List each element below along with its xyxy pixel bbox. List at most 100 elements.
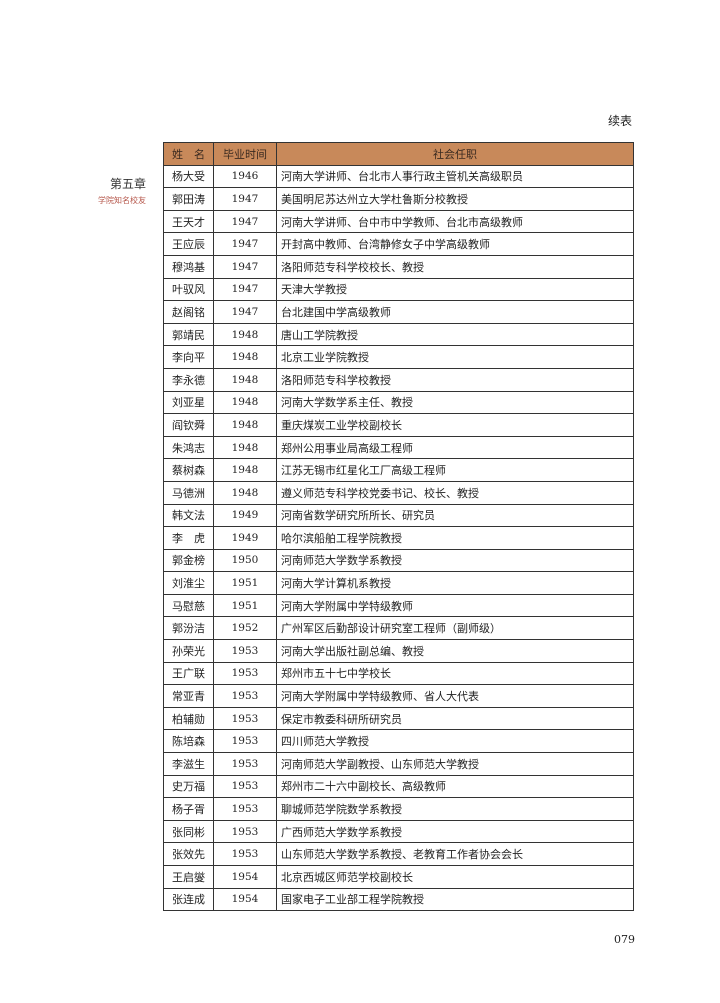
cell-position: 河南大学出版社副总编、教授	[276, 639, 634, 663]
cell-year: 1953	[213, 706, 277, 731]
table-row: 郭田涛 1947 美国明尼苏达州立大学杜鲁斯分校教授	[163, 187, 634, 211]
cell-year: 1949	[213, 503, 277, 528]
cell-year: 1947	[213, 209, 277, 234]
cell-name: 张同彬	[163, 819, 214, 844]
cell-name: 郭靖民	[163, 322, 214, 347]
cell-position: 国家电子工业部工程学院教授	[276, 887, 634, 912]
cell-name: 王应辰	[163, 232, 214, 256]
cell-year: 1953	[213, 661, 277, 686]
cell-year: 1951	[213, 571, 277, 595]
table-row: 阎钦舜 1948 重庆煤炭工业学校副校长	[163, 413, 634, 437]
table-row: 常亚青 1953 河南大学附属中学特级教师、省人大代表	[163, 684, 634, 708]
table-row: 郭金榜 1950 河南师范大学数学系教授	[163, 548, 634, 573]
cell-year: 1948	[213, 345, 277, 369]
table-row: 张同彬 1953 广西师范大学数学系教授	[163, 819, 634, 844]
table-row: 李 虎 1949 哈尔滨船舶工程学院教授	[163, 526, 634, 550]
table-row: 郭靖民 1948 唐山工学院教授	[163, 322, 634, 347]
cell-name: 穆鸿基	[163, 254, 214, 279]
table-row: 刘淮尘 1951 河南大学计算机系教授	[163, 571, 634, 595]
table-row: 杨大受 1946 河南大学讲师、台北市人事行政主管机关高级职员	[163, 164, 634, 189]
table-row: 马德洲 1948 遵义师范专科学校党委书记、校长、教授	[163, 480, 634, 505]
table-row: 蔡树森 1948 江苏无锡市红星化工厂高级工程师	[163, 458, 634, 482]
header-name: 姓 名	[163, 142, 214, 166]
page-number: 079	[614, 933, 635, 946]
table-header-row: 姓 名 毕业时间 社会任职	[163, 142, 634, 166]
cell-position: 北京西城区师范学校副校长	[276, 865, 634, 889]
table-row: 王天才 1947 河南大学讲师、台中市中学教师、台北市高级教师	[163, 209, 634, 234]
table-row: 郭汾洁 1952 广州军区后勤部设计研究室工程师（副师级）	[163, 616, 634, 641]
header-position: 社会任职	[276, 142, 634, 166]
cell-name: 郭汾洁	[163, 616, 214, 641]
cell-year: 1953	[213, 842, 277, 866]
cell-name: 李向平	[163, 345, 214, 369]
cell-year: 1947	[213, 187, 277, 211]
cell-position: 洛阳师范专科学校教授	[276, 367, 634, 392]
table-row: 陈培森 1953 四川师范大学教授	[163, 729, 634, 754]
cell-position: 北京工业学院教授	[276, 345, 634, 369]
cell-name: 蔡树森	[163, 458, 214, 482]
cell-position: 哈尔滨船舶工程学院教授	[276, 526, 634, 550]
section-label: 学院知名校友	[98, 196, 146, 205]
cell-name: 杨大受	[163, 164, 214, 189]
cell-position: 洛阳师范专科学校校长、教授	[276, 254, 634, 279]
cell-year: 1953	[213, 639, 277, 663]
cell-position: 河南大学数学系主任、教授	[276, 390, 634, 415]
cell-position: 美国明尼苏达州立大学杜鲁斯分校教授	[276, 187, 634, 211]
cell-position: 四川师范大学教授	[276, 729, 634, 754]
cell-name: 陈培森	[163, 729, 214, 754]
table-row: 赵阁铭 1947 台北建国中学高级教师	[163, 300, 634, 324]
cell-name: 李 虎	[163, 526, 214, 550]
cell-name: 韩文法	[163, 503, 214, 528]
cell-year: 1953	[213, 797, 277, 821]
cell-year: 1952	[213, 616, 277, 641]
table-row: 史万福 1953 郑州市二十六中副校长、高级教师	[163, 774, 634, 799]
cell-year: 1947	[213, 254, 277, 279]
continued-table-label: 续表	[608, 114, 633, 128]
cell-position: 郑州市二十六中副校长、高级教师	[276, 774, 634, 799]
cell-name: 郭金榜	[163, 548, 214, 573]
cell-position: 河南大学附属中学特级教师、省人大代表	[276, 684, 634, 708]
cell-position: 广州军区后勤部设计研究室工程师（副师级）	[276, 616, 634, 641]
cell-position: 保定市教委科研所研究员	[276, 706, 634, 731]
cell-name: 王启燮	[163, 865, 214, 889]
cell-position: 河南师范大学数学系教授	[276, 548, 634, 573]
cell-year: 1948	[213, 435, 277, 460]
table-row: 王广联 1953 郑州市五十七中学校长	[163, 661, 634, 686]
cell-year: 1948	[213, 390, 277, 415]
cell-year: 1954	[213, 865, 277, 889]
chapter-label: 第五章	[109, 177, 146, 191]
table-row: 马慰慈 1951 河南大学附属中学特级教师	[163, 593, 634, 618]
cell-position: 江苏无锡市红星化工厂高级工程师	[276, 458, 634, 482]
cell-year: 1954	[213, 887, 277, 912]
table-row: 朱鸿志 1948 郑州公用事业局高级工程师	[163, 435, 634, 460]
cell-name: 王广联	[163, 661, 214, 686]
cell-year: 1948	[213, 458, 277, 482]
cell-name: 常亚青	[163, 684, 214, 708]
cell-year: 1950	[213, 548, 277, 573]
table-row: 张效先 1953 山东师范大学数学系教授、老教育工作者协会会长	[163, 842, 634, 866]
cell-name: 张连成	[163, 887, 214, 912]
cell-year: 1948	[213, 413, 277, 437]
table-row: 叶驭风 1947 天津大学教授	[163, 277, 634, 302]
cell-year: 1947	[213, 232, 277, 256]
cell-name: 李滋生	[163, 752, 214, 776]
cell-year: 1949	[213, 526, 277, 550]
cell-name: 杨子胥	[163, 797, 214, 821]
cell-year: 1953	[213, 684, 277, 708]
cell-name: 史万福	[163, 774, 214, 799]
cell-year: 1953	[213, 729, 277, 754]
cell-name: 赵阁铭	[163, 300, 214, 324]
table-row: 刘亚星 1948 河南大学数学系主任、教授	[163, 390, 634, 415]
cell-year: 1946	[213, 164, 277, 189]
cell-name: 叶驭风	[163, 277, 214, 302]
cell-name: 柏辅勋	[163, 706, 214, 731]
cell-position: 河南大学附属中学特级教师	[276, 593, 634, 618]
cell-position: 郑州市五十七中学校长	[276, 661, 634, 686]
cell-name: 李永德	[163, 367, 214, 392]
cell-position: 天津大学教授	[276, 277, 634, 302]
table-row: 李向平 1948 北京工业学院教授	[163, 345, 634, 369]
cell-name: 马慰慈	[163, 593, 214, 618]
table-row: 杨子胥 1953 聊城师范学院数学系教授	[163, 797, 634, 821]
cell-position: 河南师范大学副教授、山东师范大学教授	[276, 752, 634, 776]
table-row: 穆鸿基 1947 洛阳师范专科学校校长、教授	[163, 254, 634, 279]
